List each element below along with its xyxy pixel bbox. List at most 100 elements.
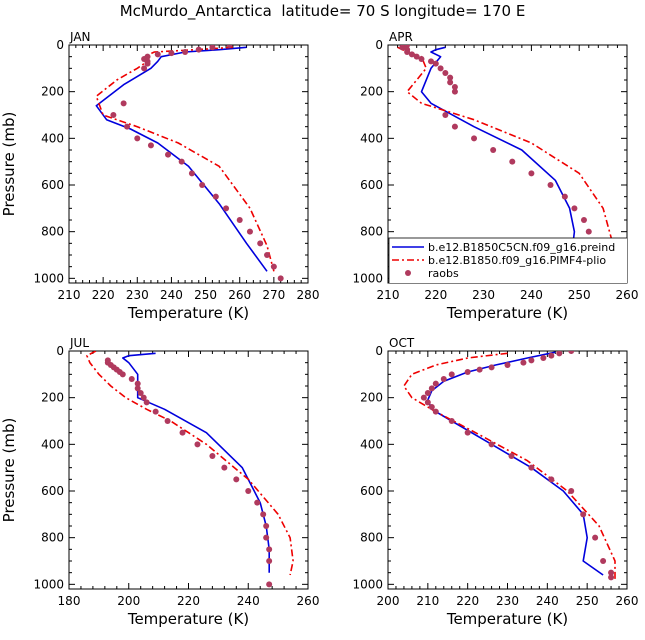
- raobs-point: [263, 523, 270, 529]
- raobs-point: [164, 418, 171, 424]
- x-tick-label: 220: [424, 288, 447, 302]
- legend-marker-raobs: [405, 270, 411, 276]
- raobs-point: [585, 228, 592, 235]
- raobs-point: [168, 50, 175, 57]
- raobs-point: [448, 371, 455, 378]
- raobs-point: [428, 58, 435, 65]
- raobs-point: [257, 240, 264, 247]
- y-tick-label: 800: [360, 225, 383, 239]
- panel-jan: 210 220 230 240 250 260 270 280 0 200 400 600 800 100…: [0, 30, 319, 322]
- raobs-point: [547, 182, 554, 188]
- raobs-point: [119, 371, 126, 378]
- raobs-point: [199, 182, 206, 188]
- series-line-preind: [95, 46, 268, 272]
- raobs-point: [561, 193, 568, 200]
- raobs-point: [508, 453, 515, 459]
- raobs-point: [134, 135, 141, 142]
- x-tick-label: 200: [117, 594, 140, 608]
- raobs-point: [490, 147, 497, 153]
- y-axis-label: Pressure (mb): [0, 112, 18, 217]
- raobs-point: [428, 385, 435, 392]
- raobs-point: [270, 263, 277, 270]
- y-tick-label: 400: [41, 131, 64, 145]
- raobs-point: [266, 558, 273, 564]
- x-tick-label: 260: [228, 288, 251, 302]
- x-tick-label: 250: [194, 288, 217, 302]
- x-tick-label: 260: [297, 594, 320, 608]
- raobs-point: [451, 84, 458, 90]
- raobs-point: [580, 217, 587, 223]
- panel-title: JAN: [69, 30, 91, 44]
- raobs-point: [266, 581, 273, 588]
- raobs-point: [504, 362, 511, 368]
- raobs-point: [548, 352, 555, 359]
- raobs-point: [509, 158, 516, 165]
- raobs-point: [182, 49, 189, 55]
- raobs-point: [464, 369, 471, 375]
- raobs-point: [437, 65, 444, 72]
- x-tick-label: 260: [616, 594, 639, 608]
- panel-title: OCT: [389, 336, 415, 350]
- raobs-point: [428, 404, 435, 410]
- x-tick-label: 230: [126, 288, 149, 302]
- y-tick-label: 200: [360, 85, 383, 99]
- panel-title: APR: [389, 30, 413, 44]
- x-tick-label: 180: [58, 594, 81, 608]
- x-tick-label: 250: [576, 594, 599, 608]
- raobs-point: [212, 193, 219, 200]
- raobs-point: [263, 534, 270, 541]
- raobs-point: [209, 453, 216, 459]
- y-tick-label: 0: [375, 344, 383, 358]
- y-tick-label: 800: [41, 531, 64, 545]
- raobs-point: [448, 418, 455, 424]
- raobs-point: [608, 569, 615, 576]
- x-tick-label: 220: [177, 594, 200, 608]
- x-tick-label: 230: [496, 594, 519, 608]
- raobs-point: [209, 45, 216, 51]
- x-tick-label: 230: [472, 288, 495, 302]
- raobs-point: [424, 399, 431, 406]
- raobs-point: [128, 376, 135, 382]
- plot-frame: [387, 350, 628, 590]
- raobs-point: [442, 112, 449, 118]
- raobs-point: [141, 65, 148, 72]
- y-tick-label: 1000: [33, 271, 64, 285]
- y-tick-label: 1000: [352, 271, 383, 285]
- x-tick-label: 260: [616, 288, 639, 302]
- raobs-point: [451, 88, 458, 95]
- raobs-point: [110, 112, 117, 118]
- raobs-point: [194, 441, 201, 448]
- raobs-point: [600, 558, 607, 564]
- y-axis-label: Pressure (mb): [0, 418, 18, 523]
- raobs-point: [245, 488, 252, 494]
- raobs-point: [528, 464, 535, 471]
- raobs-point: [608, 574, 615, 581]
- raobs-point: [548, 476, 555, 483]
- x-tick-label: 270: [262, 288, 285, 302]
- x-tick-label: 240: [237, 594, 260, 608]
- x-tick-label: 220: [92, 288, 115, 302]
- raobs-point: [144, 60, 151, 67]
- panel-jul: 180 200 220 240 260 0 200 400 600 800 1000 JUL Tempe…: [0, 336, 319, 628]
- plot-frame: [68, 350, 309, 590]
- raobs-point: [471, 135, 478, 142]
- panel-title: JUL: [69, 336, 89, 350]
- raobs-point: [528, 170, 535, 177]
- raobs-point: [226, 45, 233, 48]
- raobs-point: [277, 275, 284, 282]
- raobs-point: [266, 546, 273, 553]
- series-group: [403, 351, 616, 581]
- panel-apr: 210 220 230 240 250 260 0 200 400 600 800 1000 APR Te…: [352, 30, 639, 322]
- y-tick-label: 400: [41, 437, 64, 451]
- x-tick-label: 220: [456, 594, 479, 608]
- raobs-point: [568, 488, 575, 494]
- raobs-point: [451, 123, 458, 130]
- raobs-point: [137, 390, 144, 396]
- raobs-point: [246, 228, 253, 235]
- legend-box: [388, 237, 627, 283]
- series-line-preind: [122, 352, 271, 573]
- raobs-point: [165, 151, 172, 158]
- y-tick-label: 0: [375, 38, 383, 52]
- raobs-point: [528, 357, 535, 364]
- raobs-point: [420, 394, 427, 401]
